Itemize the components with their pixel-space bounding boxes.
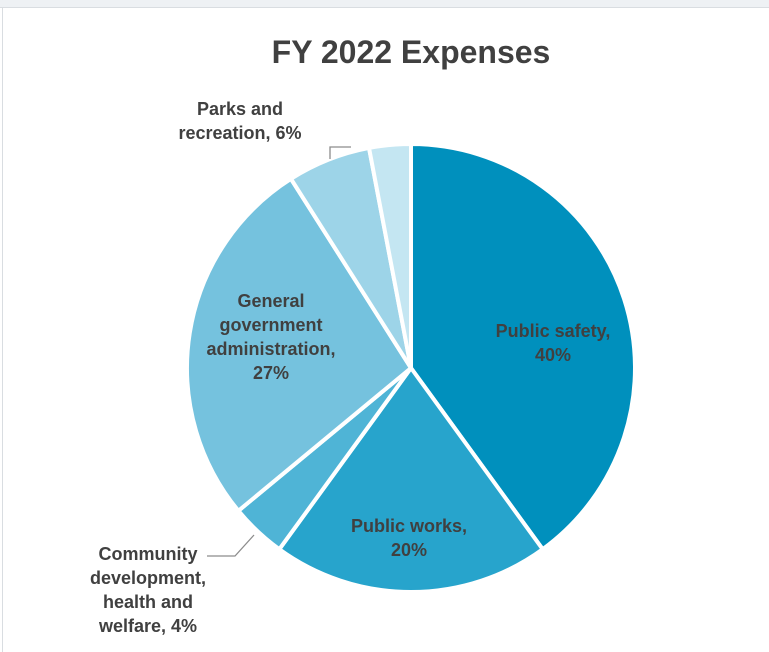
labels-layer: Public safety, 40% Public works, 20% Communi… bbox=[90, 99, 610, 636]
top-border bbox=[0, 7, 769, 8]
slice-label-public-safety: Public safety, 40% bbox=[496, 321, 611, 365]
slice-label-general-government-administration: General government administration, 27% bbox=[206, 291, 335, 383]
slice-label-community-development-health-and-welfare: Community development, health and welfare, … bbox=[90, 544, 206, 636]
slice-label-public-works: Public works, 20% bbox=[351, 516, 467, 560]
pie-slice-public-safety bbox=[409, 142, 637, 552]
leader-lines-layer bbox=[207, 146, 351, 557]
slice-label-parks-and-recreation: Parks and recreation, 6% bbox=[178, 99, 301, 143]
chart-title: FY 2022 Expenses bbox=[272, 34, 551, 70]
pie-slice-general-government-administration bbox=[185, 176, 413, 513]
top-strip bbox=[0, 0, 769, 7]
left-border bbox=[2, 8, 3, 652]
pie-slice-public-works bbox=[277, 366, 545, 594]
slices-layer bbox=[185, 142, 637, 594]
leader-line-parks-and-recreation bbox=[329, 146, 351, 159]
pie-slice-unlabeled bbox=[367, 142, 413, 370]
leader-line-community-development-health-and-welfare bbox=[207, 534, 255, 557]
